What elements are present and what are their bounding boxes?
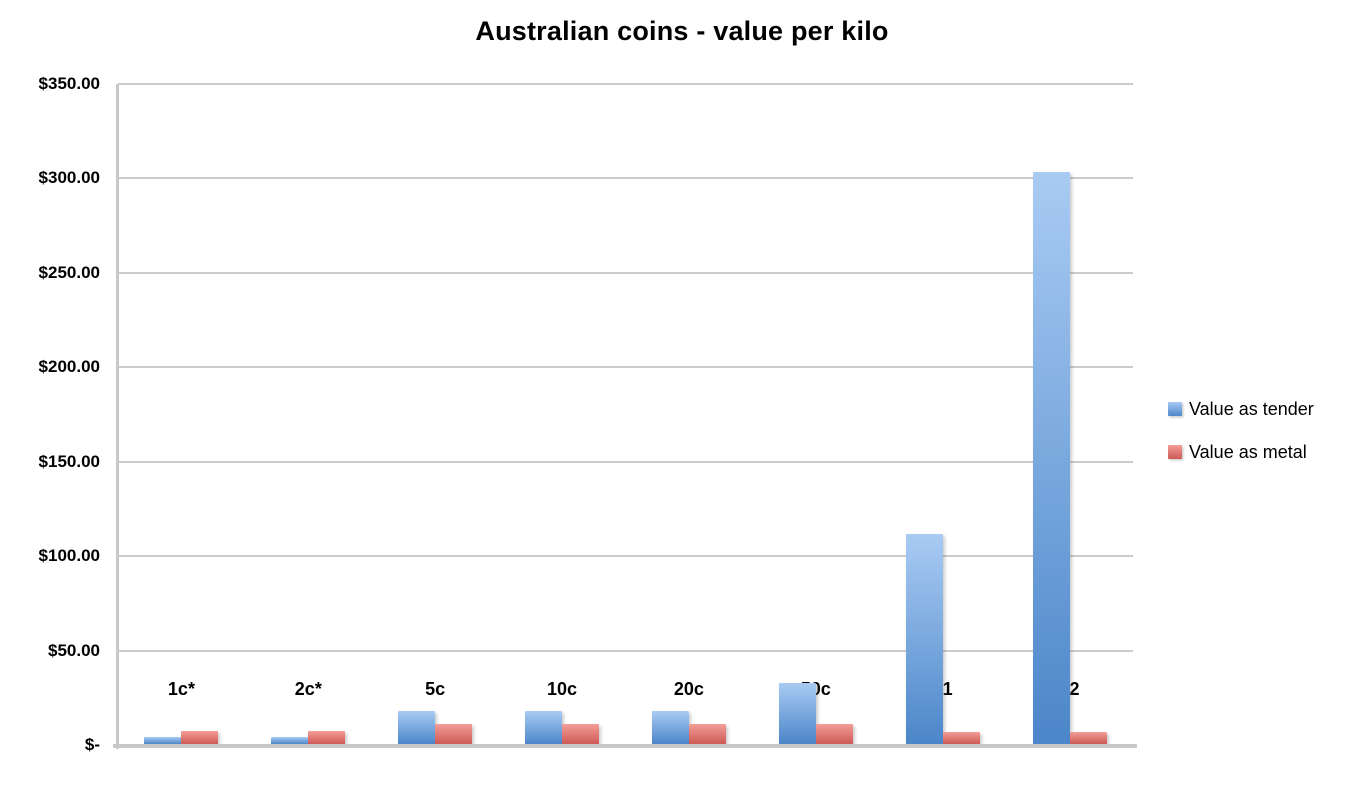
bar-tender: [525, 710, 563, 744]
legend-item: Value as metal: [1168, 441, 1314, 463]
y-tick-label: $-: [84, 735, 100, 754]
x-tick-label: 10c: [547, 679, 578, 699]
x-tick-label: 5c: [425, 679, 446, 699]
bar-tender: [271, 736, 309, 744]
bar-tender: [1032, 171, 1070, 744]
y-axis-line: [116, 84, 119, 749]
gridline: [118, 83, 1133, 85]
y-tick-label: $350.00: [38, 74, 100, 93]
y-tick-label: $200.00: [38, 357, 100, 377]
gridline: [118, 366, 1133, 369]
bar-metal: [942, 731, 980, 744]
gridline: [118, 555, 1133, 558]
legend-item: Value as tender: [1168, 398, 1314, 420]
plot-area: [113, 83, 1137, 749]
bar-metal: [308, 730, 346, 744]
bar-tender: [144, 736, 182, 744]
bar-tender: [905, 534, 943, 744]
gridline: [118, 177, 1133, 180]
bar-metal: [435, 724, 473, 744]
bar-metal: [562, 724, 600, 744]
bar-metal: [688, 724, 726, 744]
x-tick-label: 1c*: [167, 679, 195, 699]
legend-label: Value as metal: [1189, 441, 1307, 462]
x-tick-label: 20c: [673, 679, 704, 699]
bar-metal: [815, 724, 853, 744]
bar-tender: [778, 683, 816, 744]
y-tick-label: $150.00: [38, 451, 100, 471]
gridline: [118, 649, 1133, 652]
legend-swatch-icon: [1168, 445, 1182, 459]
bar-tender: [398, 710, 436, 744]
bar-metal: [1069, 731, 1107, 744]
y-tick-label: $300.00: [38, 168, 100, 188]
legend-swatch-icon: [1168, 402, 1182, 416]
x-axis-line: [113, 744, 1137, 748]
bar-tender: [651, 710, 689, 744]
chart-title: Australian coins - value per kilo: [475, 16, 889, 46]
bar-metal: [181, 730, 219, 744]
gridline: [118, 271, 1133, 274]
y-tick-label: $250.00: [38, 262, 100, 282]
y-tick-label: $50.00: [48, 640, 100, 660]
legend: Value as tender Value as metal: [1168, 398, 1314, 463]
y-tick-label: $100.00: [38, 546, 100, 566]
legend-label: Value as tender: [1189, 398, 1314, 419]
gridline: [118, 460, 1133, 463]
x-tick-label: 2c*: [294, 679, 322, 699]
